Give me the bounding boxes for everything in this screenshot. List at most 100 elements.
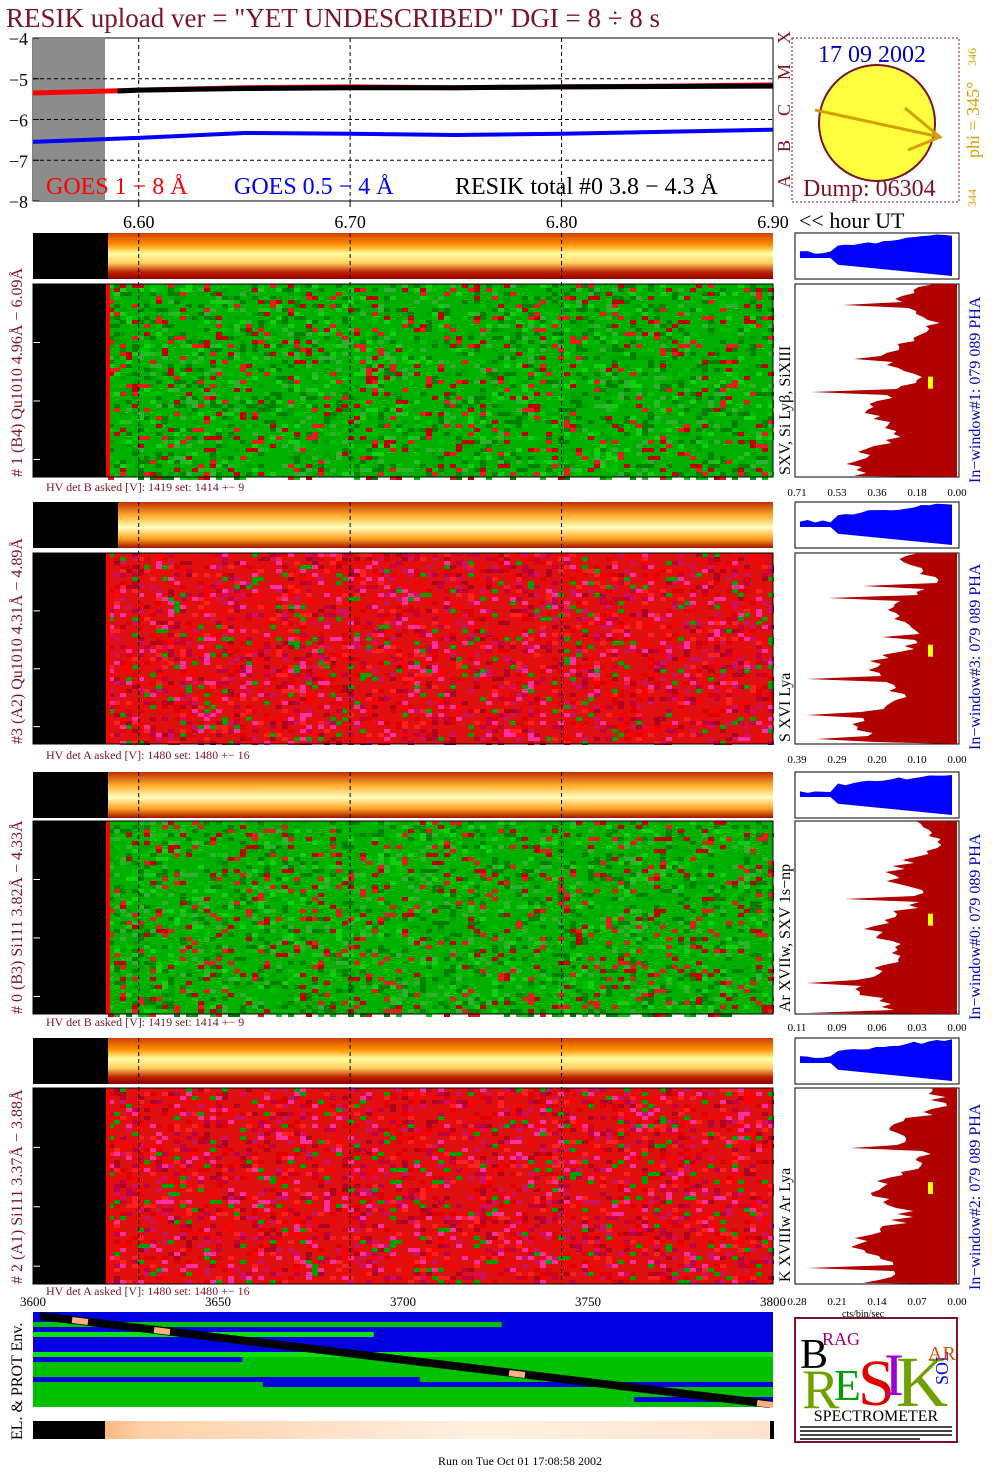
spectrogram-cell	[492, 677, 498, 681]
spectrogram-cell	[222, 460, 228, 464]
spectrogram-cell	[654, 336, 660, 340]
spectrogram-cell	[144, 693, 150, 697]
spectrogram-cell	[414, 673, 420, 677]
spectrogram-cell	[228, 352, 234, 356]
spectrogram-cell	[258, 693, 264, 697]
spectrogram-cell	[162, 689, 168, 693]
spectrogram-cell	[450, 705, 456, 709]
spectrogram-cell	[390, 392, 396, 396]
pha-tick-label: 0.71	[787, 487, 806, 499]
spectrogram-cell	[120, 561, 126, 565]
spectrogram-cell	[480, 737, 486, 741]
spectrogram-cell	[738, 617, 744, 621]
spectrogram-cell	[528, 617, 534, 621]
spectrogram-cell	[162, 352, 168, 356]
spectrogram-cell	[186, 593, 192, 597]
spectrogram-cell	[600, 821, 606, 825]
spectrogram-cell	[666, 320, 672, 324]
spectrogram-cell	[582, 284, 588, 288]
spectrogram-cell	[402, 557, 408, 561]
spectrogram-cell	[138, 617, 144, 621]
spectrogram-cell	[618, 336, 624, 340]
spectrogram-cell	[510, 352, 516, 356]
spectrogram-cell	[744, 368, 750, 372]
spectrogram-cell	[414, 821, 420, 825]
spectrogram-cell	[552, 825, 558, 829]
spectrogram-cell	[420, 328, 426, 332]
spectrogram-cell	[756, 601, 762, 605]
spectrogram-cell	[342, 452, 348, 456]
spectrogram-cell	[138, 312, 144, 316]
spectrogram-cell	[414, 557, 420, 561]
spectrogram-cell	[714, 649, 720, 653]
spectrogram-cell	[648, 288, 654, 292]
spectrogram-cell	[540, 476, 546, 480]
spectrogram-cell	[768, 312, 774, 316]
spectrogram-cell	[246, 721, 252, 725]
spectrogram-cell	[162, 344, 168, 348]
spectrogram-cell	[672, 605, 678, 609]
spectrogram-cell	[438, 581, 444, 585]
spectrogram-cell	[768, 420, 774, 424]
spectrogram-cell	[720, 456, 726, 460]
spectrogram-cell	[468, 352, 474, 356]
spectrogram-cell	[540, 577, 546, 581]
spectrogram-cell	[498, 709, 504, 713]
spectrogram-cell	[180, 665, 186, 669]
spectrogram-cell	[366, 376, 372, 380]
spectrogram-cell	[534, 304, 540, 308]
spectrogram-cell	[342, 352, 348, 356]
spectrogram-cell	[582, 633, 588, 637]
spectrogram-cell	[618, 581, 624, 585]
spectrogram-cell	[348, 472, 354, 476]
spectrogram-cell	[474, 677, 480, 681]
spectrogram-cell	[144, 661, 150, 665]
spectrogram-cell	[174, 625, 180, 629]
spectrogram-cell	[600, 705, 606, 709]
spectrogram-cell	[162, 436, 168, 440]
spectrogram-cell	[408, 380, 414, 384]
spectrogram-cell	[660, 464, 666, 468]
spectrogram-cell	[684, 673, 690, 677]
spectrogram-cell	[720, 396, 726, 400]
spectrogram-cell	[204, 476, 210, 480]
spectrogram-cell	[396, 669, 402, 673]
spectrogram-cell	[552, 300, 558, 304]
spectrogram-cell	[114, 573, 120, 577]
spectrogram-cell	[654, 825, 660, 829]
spectrogram-cell	[336, 372, 342, 376]
spectrogram-cell	[582, 348, 588, 352]
spectrogram-cell	[684, 348, 690, 352]
spectrogram-cell	[672, 721, 678, 725]
spectrogram-cell	[438, 713, 444, 717]
spectrogram-cell	[552, 392, 558, 396]
spectrogram-cell	[516, 641, 522, 645]
spectrogram-cell	[354, 404, 360, 408]
spectrogram-cell	[570, 565, 576, 569]
spectrogram-cell	[288, 376, 294, 380]
spectrogram-cell	[486, 577, 492, 581]
spectrogram-cell	[378, 436, 384, 440]
spectrogram-cell	[462, 665, 468, 669]
spectrogram-cell	[588, 296, 594, 300]
spectrogram-cell	[726, 709, 732, 713]
spectrogram-cell	[384, 300, 390, 304]
spectrogram-cell	[330, 432, 336, 436]
spectrogram-cell	[228, 573, 234, 577]
spectrogram-cell	[234, 561, 240, 565]
spectrogram-cell	[612, 332, 618, 336]
spectrogram-cell	[600, 352, 606, 356]
spectrogram-cell	[612, 424, 618, 428]
spectrogram-cell	[324, 741, 330, 745]
spectrogram-cell	[156, 416, 162, 420]
spectrogram-cell	[384, 440, 390, 444]
spectrogram-cell	[540, 368, 546, 372]
spectrogram-cell	[276, 601, 282, 605]
spectrogram-cell	[390, 360, 396, 364]
spectrogram-cell	[594, 364, 600, 368]
spectrogram-cell	[324, 468, 330, 472]
spectrogram-cell	[468, 408, 474, 412]
spectrogram-cell	[492, 613, 498, 617]
spectrogram-cell	[486, 661, 492, 665]
spectrogram-cell	[606, 725, 612, 729]
